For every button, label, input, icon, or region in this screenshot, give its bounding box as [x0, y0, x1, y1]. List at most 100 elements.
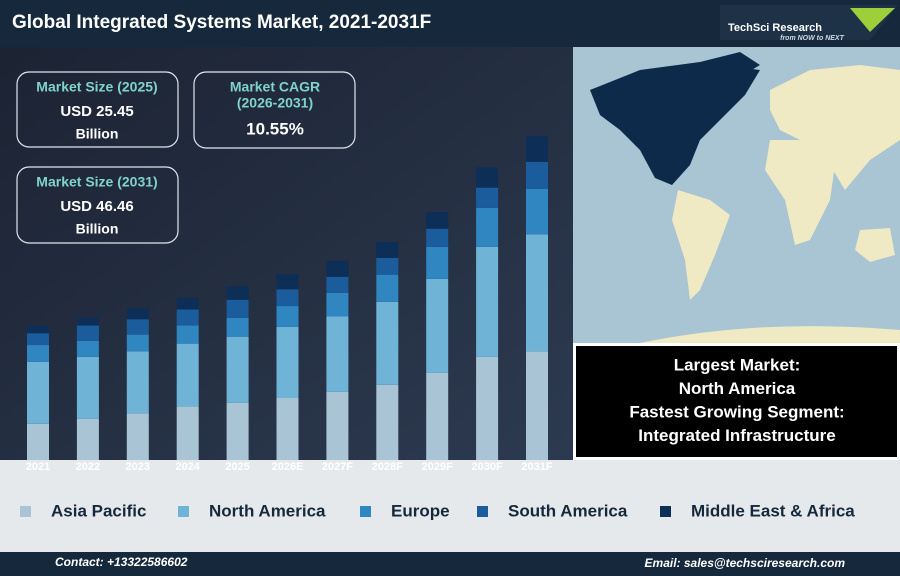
- stat-label: Market CAGR: [230, 79, 320, 95]
- stat-box: [193, 71, 356, 149]
- legend-area: [0, 460, 900, 552]
- legend-marker: [20, 506, 31, 517]
- map-eurasia: [770, 65, 900, 190]
- bar-segment: [376, 257, 399, 275]
- bar-segment: [176, 325, 199, 344]
- title: Global Integrated Systems Market, 2021-2…: [12, 12, 431, 33]
- legend-label: Europe: [391, 501, 450, 520]
- x-tick-label: 2030F: [471, 461, 502, 473]
- bar-segment: [276, 397, 299, 460]
- bar-segment: [176, 309, 199, 326]
- bar-segment: [176, 343, 199, 407]
- x-tick-label: 2031F: [521, 461, 552, 473]
- bar-segment: [476, 356, 499, 460]
- stat-box: [16, 71, 179, 148]
- stat-value: USD 46.46: [60, 198, 133, 215]
- x-tick-label: 2027F: [322, 461, 353, 473]
- logo-bg: [720, 5, 898, 40]
- bar-segment: [126, 413, 149, 460]
- bar-segment: [126, 351, 149, 414]
- x-tick-label: 2028F: [372, 461, 403, 473]
- bar-segment: [426, 278, 449, 373]
- legend-label: Asia Pacific: [51, 501, 146, 520]
- bar-segment: [526, 161, 548, 189]
- bar-segment: [426, 211, 449, 229]
- bar-segment: [326, 260, 349, 277]
- bar-segment: [376, 384, 399, 460]
- bar-segment: [376, 274, 399, 302]
- bar-segment: [526, 188, 548, 235]
- legend-label: Middle East & Africa: [691, 501, 855, 520]
- stat-period: (2026-2031): [237, 95, 313, 111]
- bar-segment: [476, 207, 499, 247]
- bar-segment: [76, 317, 99, 326]
- bar-segment: [476, 246, 499, 357]
- bar-segment: [27, 325, 49, 334]
- stat-unit: Billion: [76, 126, 119, 142]
- stat-label: Market Size (2031): [36, 174, 157, 190]
- bar-segment: [27, 423, 49, 460]
- legend-marker: [360, 506, 371, 517]
- bar-segment: [126, 319, 149, 335]
- bar-segment: [426, 246, 449, 279]
- bar-segment: [176, 406, 199, 460]
- highlight-box: [574, 344, 899, 459]
- legend-marker: [178, 506, 189, 517]
- bar-segment: [276, 326, 299, 398]
- bar-segment: [476, 167, 499, 188]
- bar-segment: [27, 361, 49, 424]
- bar-segment: [526, 234, 548, 352]
- highlight-text: North America: [679, 379, 796, 398]
- bar-segment: [27, 345, 49, 362]
- contact: Contact: +13322586602: [55, 555, 188, 569]
- legend-label: North America: [209, 501, 326, 520]
- stat-value: 10.55%: [246, 119, 304, 138]
- legend-marker: [660, 506, 671, 517]
- bar-segment: [176, 297, 199, 310]
- map-greenland: [700, 52, 760, 80]
- stat-unit: Billion: [76, 221, 119, 237]
- highlight-text: Fastest Growing Segment:: [629, 402, 844, 421]
- bar-segment: [126, 308, 149, 320]
- bar-segment: [76, 418, 99, 460]
- bar-segment: [76, 325, 99, 341]
- map-africa: [765, 140, 835, 245]
- bar-segment: [76, 356, 99, 419]
- bar-segment: [226, 402, 249, 460]
- footer-bar: [0, 552, 900, 576]
- legend-label: South America: [508, 501, 628, 520]
- email: Email: sales@techsciresearch.com: [645, 556, 846, 570]
- tagline: from NOW to NEXT: [780, 35, 844, 42]
- bar-segment: [27, 333, 49, 346]
- bar-segment: [226, 317, 249, 337]
- bar-segment: [326, 391, 349, 460]
- bar-segment: [226, 336, 249, 403]
- bar-segment: [276, 289, 299, 307]
- bar-segment: [326, 292, 349, 317]
- legend-marker: [477, 506, 488, 517]
- bar-segment: [76, 340, 99, 357]
- stat-label: Market Size (2025): [36, 79, 157, 95]
- logo: TechSci Research: [728, 22, 822, 34]
- bar-segment: [326, 316, 349, 392]
- highlight-text: Integrated Infrastructure: [638, 426, 835, 445]
- x-tick-label: 2029F: [422, 461, 453, 473]
- bar-segment: [276, 306, 299, 327]
- bar-segment: [226, 286, 249, 300]
- map-australia: [855, 228, 895, 262]
- x-tick-label: 2025: [225, 461, 249, 473]
- bar-segment: [276, 273, 299, 290]
- bar-segment: [526, 351, 548, 460]
- x-tick-label: 2026E: [272, 461, 304, 473]
- bar-segment: [476, 187, 499, 208]
- map-north-america: [590, 62, 760, 185]
- x-tick-label: 2022: [76, 461, 100, 473]
- stat-value: USD 25.45: [60, 103, 133, 120]
- x-tick-label: 2021: [26, 461, 50, 473]
- x-tick-label: 2024: [175, 461, 200, 473]
- x-tick-label: 2023: [126, 461, 150, 473]
- stat-box: [16, 166, 179, 244]
- bar-segment: [226, 299, 249, 318]
- bar-segment: [426, 372, 449, 460]
